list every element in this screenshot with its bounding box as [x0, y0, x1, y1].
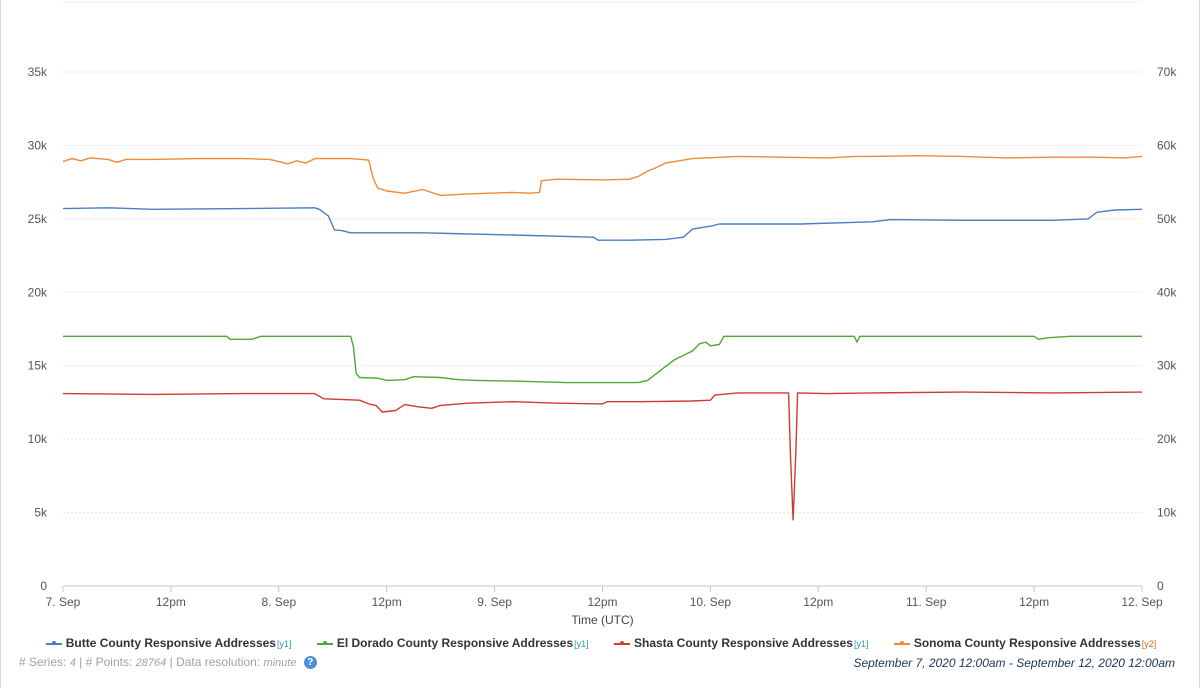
legend-swatch-butte: [45, 640, 62, 645]
y1-tick-label: 5k: [34, 506, 48, 520]
legend-label-sonoma: Sonoma County Responsive Addresses: [913, 636, 1141, 650]
resolution-value: minute: [263, 657, 297, 669]
series-line-1: [63, 335, 1142, 384]
y1-tick-label: 30k: [28, 138, 48, 152]
y2-tick-label: 40k: [1157, 285, 1177, 299]
x-tick-label: 9. Sep: [477, 595, 512, 609]
legend-item-sonoma[interactable]: Sonoma County Responsive Addresses[y2]: [893, 636, 1157, 650]
legend-swatch-el-dorado: [316, 640, 333, 645]
y1-tick-label: 35k: [28, 65, 48, 79]
legend-label-butte: Butte County Responsive Addresses: [65, 636, 276, 650]
y1-tick-label: 20k: [28, 285, 48, 299]
chart-stats: # Series: 4 | # Points: 28764 | Data res…: [19, 655, 317, 669]
legend-axis-tag-butte: [y1]: [276, 639, 292, 649]
resolution-label: Data resolution:: [176, 655, 261, 669]
help-icon[interactable]: ?: [303, 656, 317, 669]
series-count-label: # Series:: [19, 655, 67, 669]
y2-tick-label: 50k: [1157, 212, 1177, 226]
legend-swatch-sonoma: [893, 640, 910, 645]
legend-axis-tag-el-dorado: [y1]: [574, 639, 589, 649]
series-line-3: [62, 155, 1143, 197]
x-tick-label: 12pm: [587, 595, 617, 609]
y2-tick-label: 30k: [1157, 359, 1177, 373]
x-tick-label: 12pm: [1019, 595, 1049, 609]
x-tick-label: 12pm: [372, 595, 402, 609]
x-tick-label: 8. Sep: [261, 595, 296, 609]
chart-legend: Butte County Responsive Addresses[y1] El…: [1, 636, 1200, 650]
legend-item-butte[interactable]: Butte County Responsive Addresses[y1]: [45, 636, 292, 650]
series-count: 4: [69, 657, 76, 669]
y1-tick-label: 15k: [28, 359, 48, 373]
x-tick-label: 10. Sep: [690, 595, 732, 609]
legend-axis-tag-shasta: [y1]: [853, 639, 869, 649]
legend-label-shasta: Shasta County Responsive Addresses: [633, 636, 853, 650]
legend-axis-tag-sonoma: [y2]: [1141, 639, 1157, 649]
y2-tick-label: 0: [1157, 579, 1164, 593]
y1-tick-label: 10k: [28, 432, 48, 446]
x-axis-title: Time (UTC): [571, 613, 633, 627]
x-tick-label: 12pm: [156, 595, 186, 609]
date-range: September 7, 2020 12:00am - September 12…: [853, 656, 1175, 670]
legend-item-el-dorado[interactable]: El Dorado County Responsive Addresses[y1…: [316, 636, 589, 650]
points-count-label: # Points:: [85, 655, 133, 669]
legend-label-el-dorado: El Dorado County Responsive Addresses: [336, 636, 574, 650]
y2-tick-label: 70k: [1157, 65, 1177, 79]
y2-tick-label: 60k: [1157, 138, 1177, 152]
series-line-0: [62, 207, 1143, 241]
x-tick-label: 12pm: [803, 595, 833, 609]
legend-swatch-shasta: [613, 640, 630, 645]
points-count: 28764: [135, 657, 167, 669]
x-tick-label: 12. Sep: [1121, 595, 1163, 609]
y1-tick-label: 0: [40, 579, 47, 593]
y2-tick-label: 20k: [1157, 432, 1177, 446]
legend-item-shasta[interactable]: Shasta County Responsive Addresses[y1]: [613, 636, 869, 650]
x-tick-label: 11. Sep: [906, 595, 947, 609]
x-tick-label: 7. Sep: [46, 595, 81, 609]
y1-tick-label: 25k: [28, 212, 48, 226]
series-line-2: [62, 391, 1143, 521]
y2-tick-label: 10k: [1157, 506, 1177, 520]
